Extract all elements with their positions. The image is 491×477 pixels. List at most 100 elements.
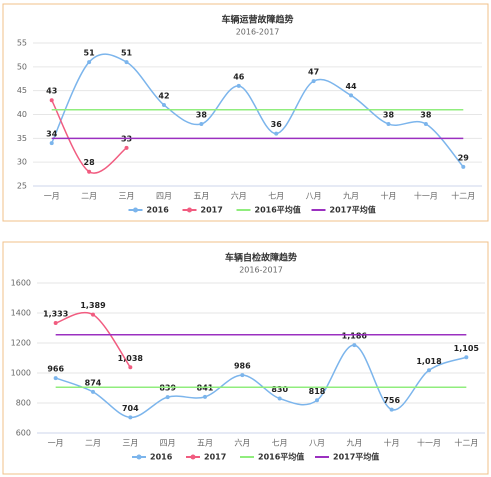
point (91, 389, 95, 394)
data-label: 966 (47, 365, 64, 374)
x-tick-label: 七月 (268, 192, 284, 201)
point (464, 355, 469, 360)
x-tick-label: 三月 (119, 192, 135, 201)
legend-label: 2017 (204, 453, 226, 462)
y-tick-label: 1400 (11, 309, 31, 318)
data-label: 704 (122, 404, 139, 413)
legend-label: 2016 (147, 206, 170, 215)
point (349, 93, 354, 98)
data-label: 1,389 (80, 301, 106, 310)
point (87, 60, 92, 65)
x-tick-label: 七月 (272, 439, 288, 448)
data-label: 874 (85, 378, 102, 387)
legend-label: 2017 (201, 206, 223, 215)
data-label: 986 (234, 362, 251, 371)
y-tick-label: 30 (17, 158, 27, 167)
point (423, 122, 428, 127)
panel (2, 241, 489, 475)
x-tick-label: 五月 (197, 439, 213, 448)
data-label: 38 (383, 111, 395, 120)
data-label: 47 (308, 68, 319, 77)
x-tick-label: 十二月 (451, 191, 475, 201)
point (386, 122, 391, 127)
point (240, 373, 245, 378)
x-tick-label: 十二月 (454, 438, 478, 448)
data-label: 44 (345, 82, 357, 91)
y-tick-label: 800 (16, 399, 31, 408)
point (274, 131, 279, 136)
data-label: 43 (46, 87, 57, 96)
data-label: 818 (309, 387, 326, 396)
data-label: 38 (196, 111, 208, 120)
x-tick-label: 八月 (309, 439, 325, 448)
x-tick-label: 六月 (231, 191, 247, 201)
data-label: 28 (84, 158, 96, 167)
point (315, 398, 319, 403)
point (199, 122, 204, 127)
data-label: 1,038 (118, 354, 144, 363)
legend-marker (190, 454, 196, 460)
y-tick-label: 25 (17, 182, 27, 191)
y-tick-label: 50 (17, 62, 27, 71)
y-tick-label: 1000 (11, 369, 31, 378)
point (236, 83, 241, 88)
chart-subtitle: 2016-2017 (239, 266, 283, 275)
point (161, 102, 166, 107)
legend-marker (136, 454, 142, 460)
data-label: 1,018 (416, 357, 442, 366)
legend-label: 2017平均值 (330, 205, 376, 215)
y-tick-label: 45 (17, 86, 27, 95)
point (203, 394, 207, 399)
x-tick-label: 十月 (380, 191, 396, 201)
point (124, 60, 129, 65)
legend-marker (133, 207, 138, 213)
data-label: 36 (271, 120, 283, 129)
y-tick-label: 600 (16, 429, 31, 438)
point (389, 407, 394, 412)
legend-label: 2016平均值 (258, 452, 304, 462)
x-tick-label: 十月 (384, 438, 400, 448)
data-label: 34 (46, 130, 58, 139)
data-label: 1,105 (454, 344, 480, 353)
x-tick-label: 二月 (81, 192, 97, 201)
y-tick-label: 40 (17, 110, 27, 119)
point (49, 141, 54, 146)
data-label: 830 (271, 385, 288, 394)
point (165, 395, 170, 400)
x-tick-label: 十一月 (417, 438, 441, 448)
x-tick-label: 九月 (346, 439, 362, 448)
chart-title: 车辆自检故障趋势 (225, 252, 297, 264)
chart-subtitle: 2016-2017 (236, 28, 280, 37)
data-label: 756 (383, 396, 400, 405)
legend-label: 2016 (150, 453, 173, 462)
point (461, 164, 466, 169)
point (53, 321, 58, 326)
y-tick-label: 35 (17, 134, 27, 143)
panel (2, 3, 489, 222)
point (427, 368, 431, 373)
data-label: 29 (458, 153, 470, 162)
chart-title: 车辆运营故障趋势 (221, 14, 293, 26)
x-tick-label: 一月 (44, 192, 60, 201)
x-tick-label: 四月 (160, 439, 176, 448)
point (87, 169, 92, 174)
data-label: 51 (121, 49, 133, 58)
x-tick-label: 三月 (122, 439, 138, 448)
point (91, 312, 95, 317)
x-tick-label: 九月 (343, 192, 359, 201)
point (49, 98, 54, 103)
point (53, 376, 58, 381)
data-label: 42 (158, 91, 169, 100)
x-tick-label: 一月 (48, 439, 64, 448)
x-tick-label: 二月 (85, 439, 101, 448)
y-tick-label: 1600 (11, 279, 31, 288)
legend-label: 2017平均值 (333, 452, 379, 462)
data-label: 51 (84, 49, 96, 58)
point (311, 79, 316, 84)
x-tick-label: 五月 (193, 192, 209, 201)
y-tick-label: 1200 (11, 339, 31, 348)
y-tick-label: 55 (17, 39, 27, 48)
point (124, 145, 129, 150)
point (277, 396, 282, 401)
